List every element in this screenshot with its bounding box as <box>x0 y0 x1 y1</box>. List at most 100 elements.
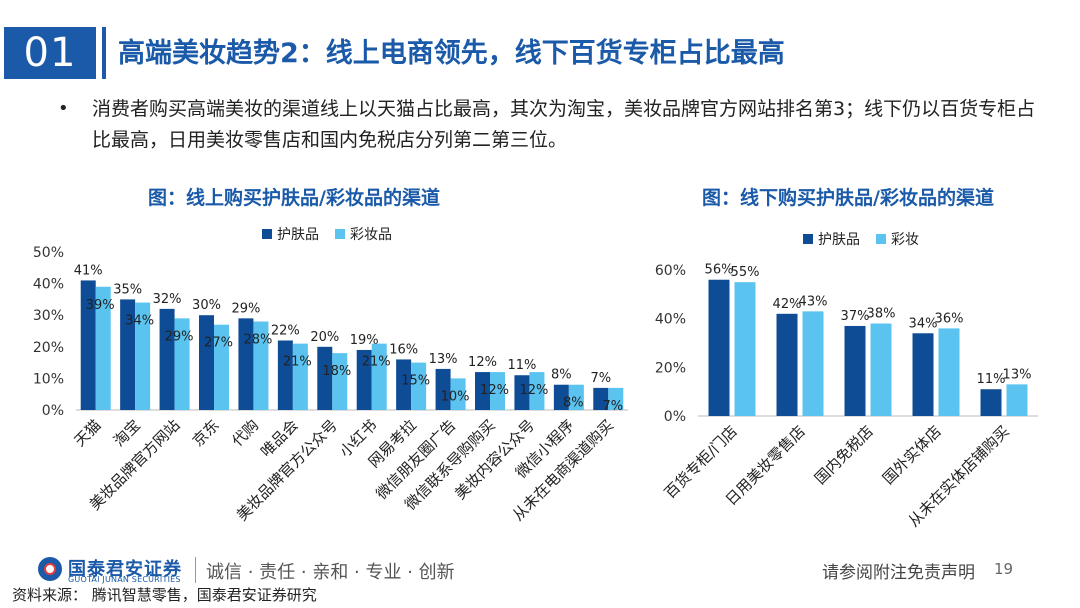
data-label: 11% <box>507 358 536 373</box>
bar <box>870 323 892 416</box>
legend-label: 彩妆 <box>891 232 919 248</box>
y-tick-label: 40% <box>33 277 64 293</box>
data-label: 39% <box>86 298 115 313</box>
bar <box>95 286 111 410</box>
section-number: 01 <box>4 27 96 79</box>
bar <box>490 372 505 410</box>
legend-swatch <box>335 229 345 239</box>
footer-divider <box>195 557 196 583</box>
bar <box>135 302 151 410</box>
data-label: 8% <box>563 396 584 411</box>
data-label: 34% <box>125 314 154 329</box>
y-tick-label: 40% <box>655 312 686 328</box>
bar <box>253 321 269 410</box>
data-label: 35% <box>113 282 142 297</box>
slide-title: 高端美妆趋势2：线上电商领先，线下百货专柜占比最高 <box>118 38 785 69</box>
bar <box>938 328 960 416</box>
offline-channel-chart: 0%20%40%60%护肤品 彩妆56%55%百货专柜/门店42%43%日用美妆零… <box>655 232 1038 530</box>
bar <box>450 378 466 410</box>
bar <box>608 387 624 410</box>
bar <box>80 280 96 410</box>
company-logo-icon <box>38 557 62 581</box>
data-label: 32% <box>153 292 182 307</box>
data-label: 22% <box>271 323 300 338</box>
bar <box>292 343 308 410</box>
category-label: 代购 <box>228 416 262 450</box>
bar <box>980 389 1002 416</box>
data-label: 11% <box>977 372 1006 387</box>
y-tick-label: 10% <box>33 371 64 387</box>
data-label: 29% <box>165 329 194 344</box>
data-label: 15% <box>401 374 430 389</box>
bar <box>844 325 866 416</box>
disclaimer-link[interactable]: 请参阅附注免责声明 <box>822 563 975 583</box>
legend-swatch <box>876 234 886 244</box>
bar <box>174 318 190 410</box>
data-label: 55% <box>731 265 760 280</box>
legend-label: 彩妆品 <box>350 227 392 243</box>
data-label: 7% <box>602 399 623 414</box>
bar <box>568 384 584 410</box>
bar <box>277 340 293 410</box>
bar <box>553 384 569 410</box>
data-label: 38% <box>867 307 896 322</box>
bar <box>238 318 254 410</box>
category-label: 国内免税店 <box>811 422 877 488</box>
data-label: 21% <box>283 355 312 370</box>
data-label: 34% <box>909 316 938 331</box>
category-label: 国外实体店 <box>879 422 945 488</box>
bar <box>475 372 490 410</box>
bar <box>199 315 214 410</box>
data-label: 8% <box>551 368 572 383</box>
data-label: 13% <box>429 352 458 367</box>
y-tick-label: 20% <box>33 340 64 356</box>
bar <box>396 359 412 410</box>
y-tick-label: 0% <box>664 409 686 425</box>
title-divider <box>102 27 106 79</box>
data-label: 19% <box>350 333 379 348</box>
bar <box>317 346 333 410</box>
data-label: 27% <box>204 336 233 351</box>
legend-swatch <box>803 234 813 244</box>
data-label: 20% <box>310 330 339 345</box>
bar <box>435 368 451 410</box>
bar <box>214 324 229 410</box>
bar <box>371 343 387 410</box>
bar <box>776 313 798 416</box>
data-label: 42% <box>773 297 802 312</box>
bullet-text: 消费者购买高端美妆的渠道线上以天猫占比最高，其次为淘宝，美妆品牌官方网站排名第3… <box>92 98 1036 151</box>
data-label: 7% <box>590 371 611 386</box>
category-label: 京东 <box>189 416 223 450</box>
category-label: 天猫 <box>71 416 105 450</box>
data-label: 12% <box>468 355 497 370</box>
data-label: 18% <box>322 364 351 379</box>
bar <box>1006 384 1028 416</box>
company-name-en: GUOTAI JUNAN SECURITIES <box>68 575 181 584</box>
company-slogan: 诚信 · 责任 · 亲和 · 专业 · 创新 <box>206 562 455 583</box>
category-label: 淘宝 <box>110 416 144 450</box>
data-label: 10% <box>441 389 470 404</box>
bar <box>332 353 348 410</box>
legend-label: 护肤品 <box>277 227 319 243</box>
bar <box>514 375 530 410</box>
y-tick-label: 20% <box>655 360 686 376</box>
online-chart-title: 图：线上购买护肤品/彩妆品的渠道 <box>148 187 440 209</box>
bar <box>411 362 427 410</box>
data-source: 资料来源： 腾讯智慧零售，国泰君安证券研究 <box>12 586 317 604</box>
offline-chart-title: 图：线下购买护肤品/彩妆品的渠道 <box>702 187 994 209</box>
data-label: 13% <box>1003 367 1032 382</box>
bar <box>708 279 730 416</box>
data-label: 36% <box>935 311 964 326</box>
bullet-marker: • <box>58 98 69 119</box>
data-label: 16% <box>389 342 418 357</box>
bar <box>734 282 756 416</box>
bar <box>593 387 609 410</box>
bar <box>120 299 136 410</box>
y-tick-label: 0% <box>42 403 64 419</box>
y-tick-label: 50% <box>33 245 64 261</box>
company-name-cn: 国泰君安证券 <box>68 559 182 580</box>
data-label: 30% <box>192 298 221 313</box>
y-tick-label: 60% <box>655 263 686 279</box>
data-label: 43% <box>799 294 828 309</box>
data-label: 21% <box>362 355 391 370</box>
